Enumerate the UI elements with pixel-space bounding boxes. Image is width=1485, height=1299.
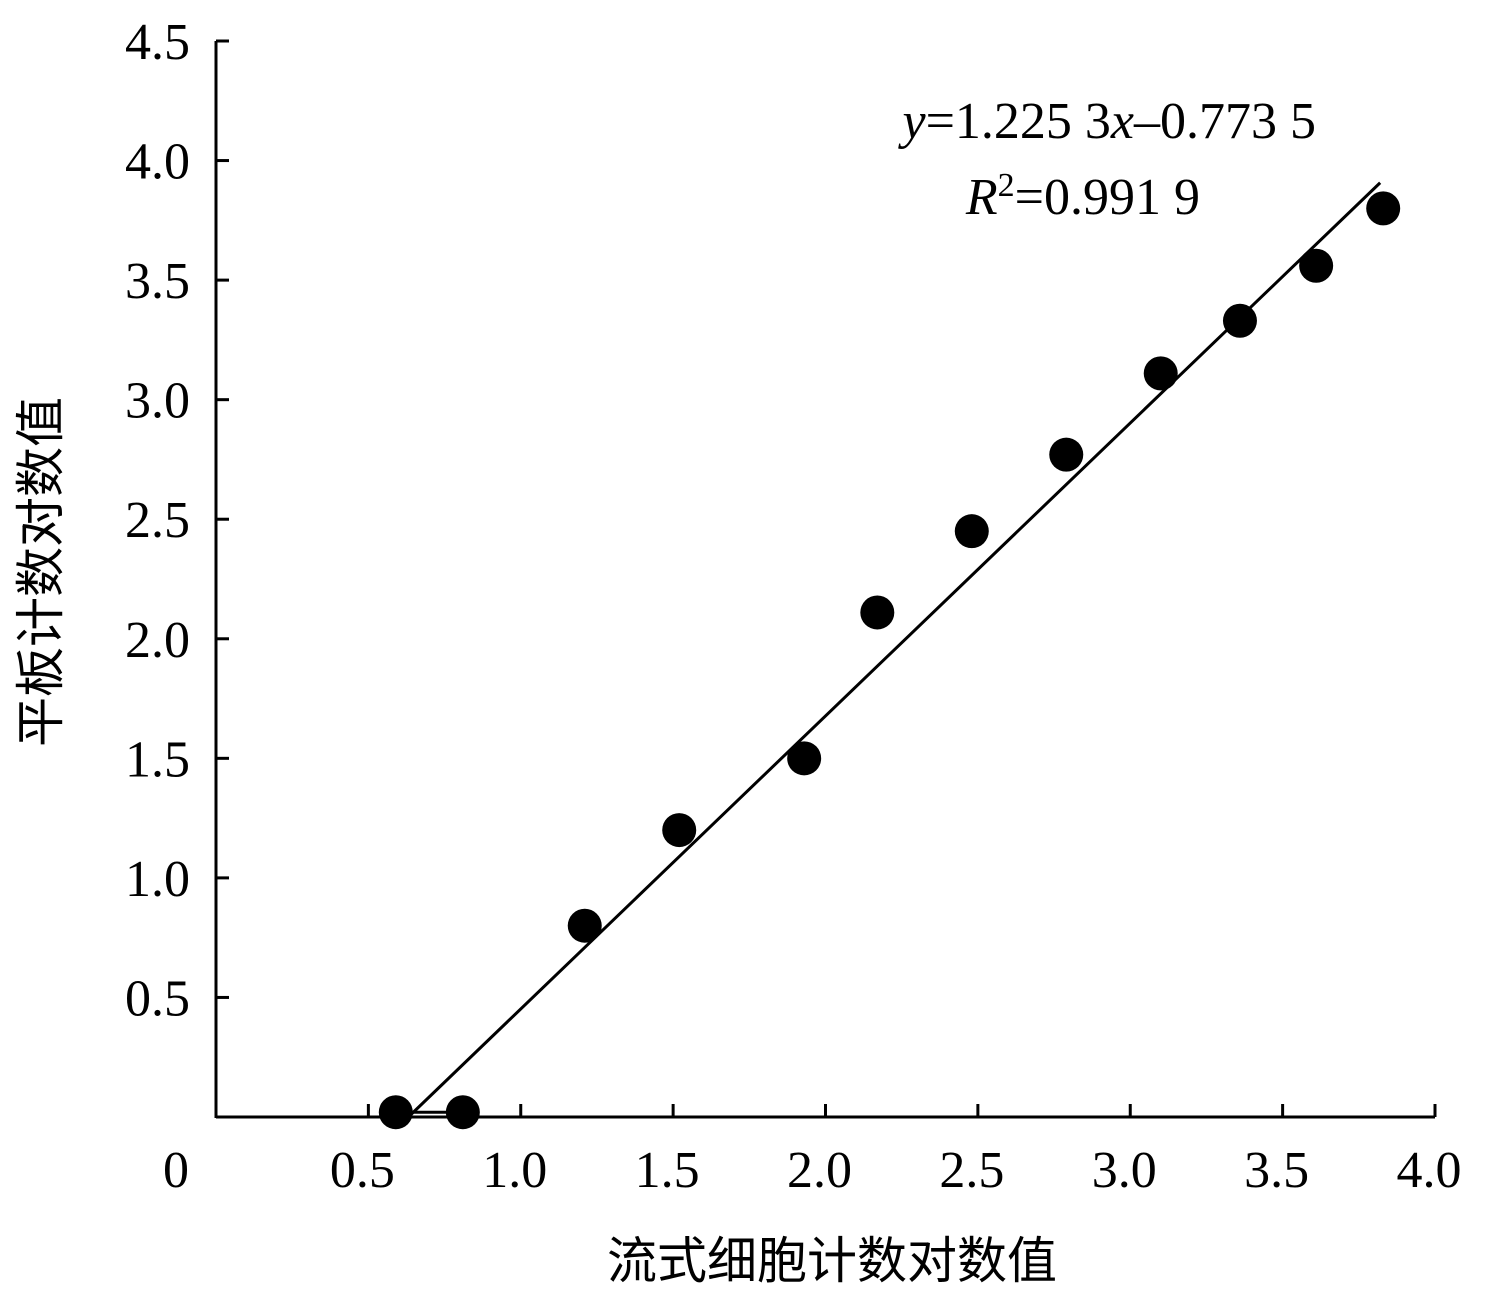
x-ticks: 0.5 1.0 1.5 2.0 2.5 3.0 3.5 4.0 xyxy=(330,1104,1462,1199)
y-axis-title: 平板计数对数值 xyxy=(13,397,69,747)
regression-line xyxy=(406,181,1382,1119)
y-tick-label: 2.5 xyxy=(125,492,190,549)
y-tick-label: 1.0 xyxy=(125,851,190,908)
data-point xyxy=(1299,248,1334,283)
y-tick-label: 0.5 xyxy=(125,970,190,1027)
data-point xyxy=(1366,191,1401,226)
x-tick-label: 1.0 xyxy=(482,1142,547,1199)
data-point xyxy=(662,813,697,848)
origin-label: 0 xyxy=(163,1142,189,1199)
data-point xyxy=(1143,356,1178,391)
r-squared-label: R2=0.991 9 xyxy=(965,167,1200,226)
data-point xyxy=(1222,303,1257,338)
x-tick-label: 3.0 xyxy=(1092,1142,1157,1199)
x-tick-label: 0.5 xyxy=(330,1142,395,1199)
x-tick-label: 4.0 xyxy=(1397,1142,1462,1199)
y-tick-label: 4.0 xyxy=(125,134,190,191)
x-tick-label: 2.5 xyxy=(939,1142,1004,1199)
data-point xyxy=(860,595,895,630)
data-point xyxy=(954,514,989,549)
y-tick-label: 1.5 xyxy=(125,731,190,788)
axes xyxy=(214,41,1435,1119)
data-point xyxy=(1049,437,1084,472)
y-tick-label: 3.0 xyxy=(125,373,190,430)
y-tick-label: 3.5 xyxy=(125,253,190,310)
data-points xyxy=(378,191,1401,1130)
x-tick-label: 3.5 xyxy=(1244,1142,1309,1199)
data-point xyxy=(378,1095,413,1130)
y-ticks: 0.5 1.0 1.5 2.0 2.5 3.0 3.5 4.0 4.5 xyxy=(125,14,229,1027)
x-tick-label: 2.0 xyxy=(787,1142,852,1199)
data-point xyxy=(787,741,822,776)
data-point xyxy=(567,908,602,943)
equation-label: y=1.225 3x–0.773 5 xyxy=(897,93,1316,150)
y-tick-label: 4.5 xyxy=(125,14,190,71)
y-tick-label: 2.0 xyxy=(125,612,190,669)
data-point xyxy=(445,1095,480,1130)
x-tick-label: 1.5 xyxy=(635,1142,700,1199)
x-axis-title: 流式细胞计数对数值 xyxy=(607,1233,1057,1289)
